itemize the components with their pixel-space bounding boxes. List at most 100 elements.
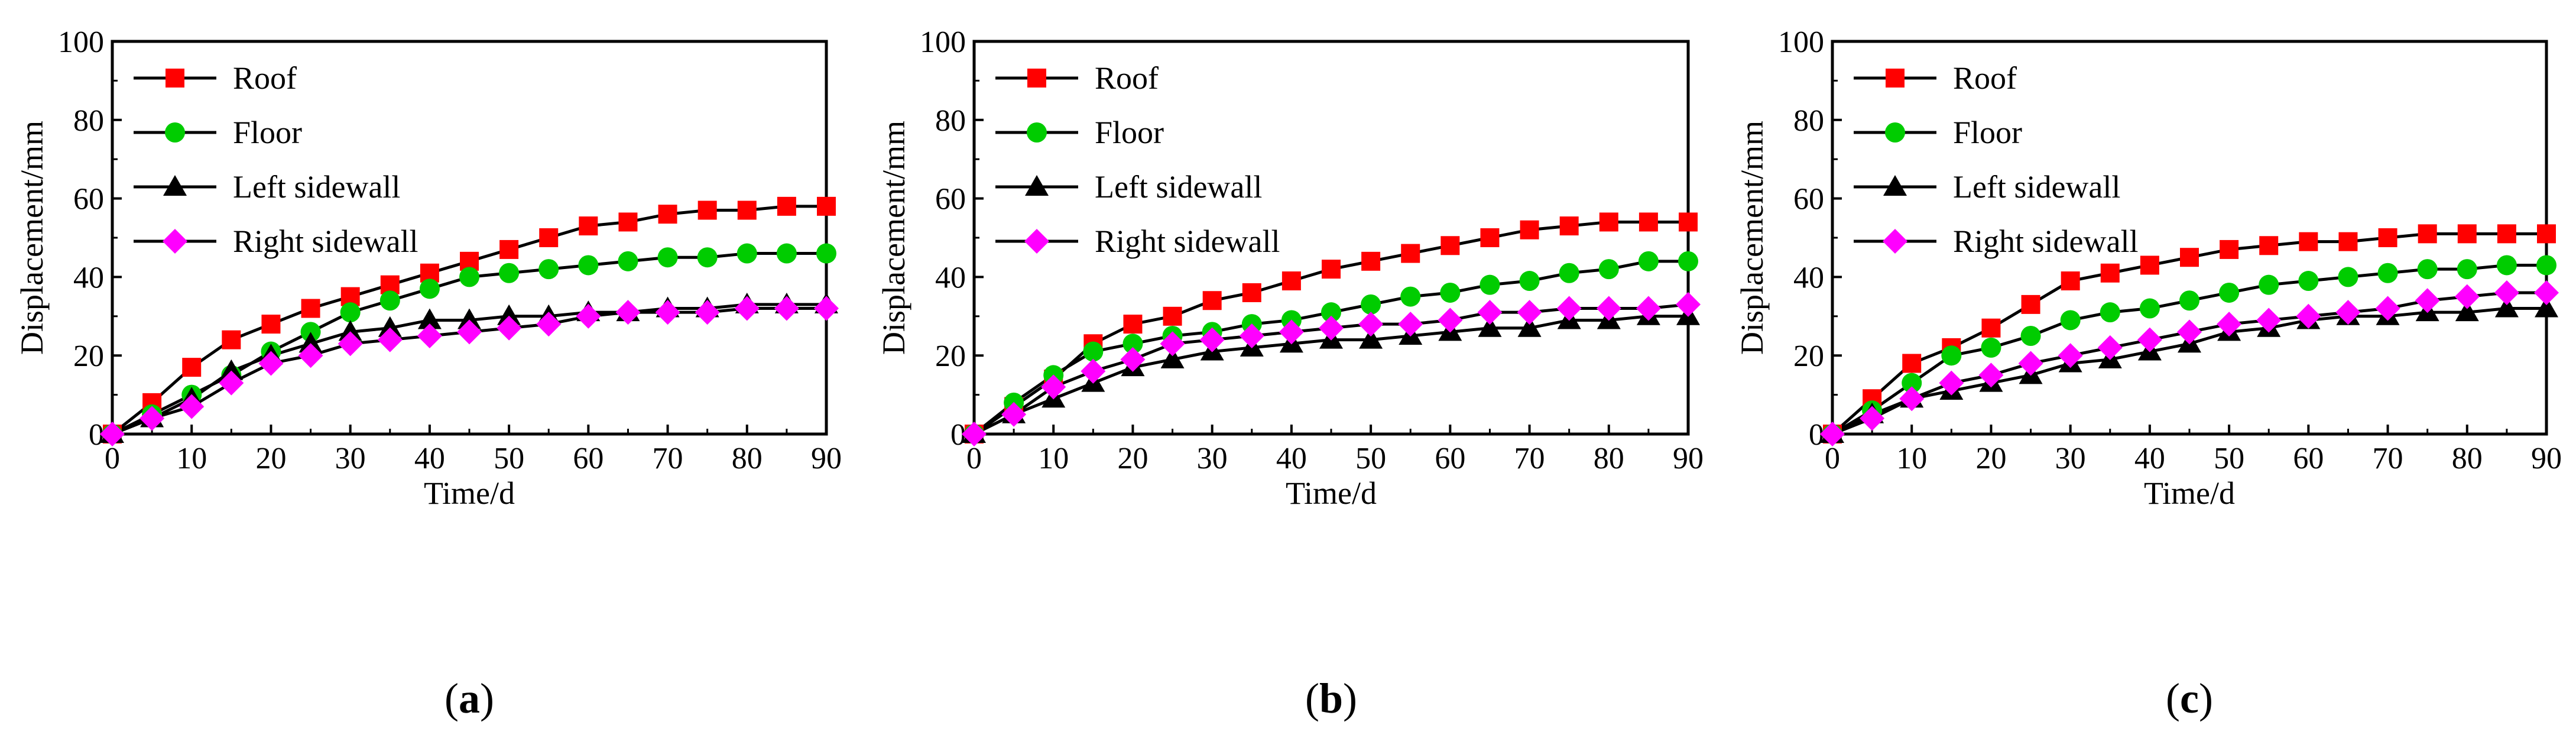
data-point xyxy=(2299,232,2318,251)
data-point xyxy=(499,263,520,283)
data-point xyxy=(1981,318,2001,338)
data-point xyxy=(1359,328,1383,349)
data-point xyxy=(2418,224,2437,244)
data-point xyxy=(1041,374,1066,400)
x-axis-title: Time/d xyxy=(424,475,515,511)
data-point xyxy=(816,243,836,264)
data-point xyxy=(497,304,521,325)
data-point xyxy=(1519,271,1540,292)
data-point xyxy=(417,308,442,329)
x-tick-label: 30 xyxy=(2055,442,2086,475)
legend-marker xyxy=(1024,229,1049,254)
data-point xyxy=(1199,327,1225,352)
data-point xyxy=(499,239,519,259)
legend: Roof Floor Left sidewall Right sidewall xyxy=(995,60,1280,259)
data-point xyxy=(222,330,241,349)
data-point xyxy=(2454,284,2480,309)
y-tick-label: 20 xyxy=(935,339,966,373)
x-tick-label: 10 xyxy=(176,442,207,475)
legend-marker xyxy=(166,69,184,88)
x-tick-label: 0 xyxy=(966,442,982,475)
data-point xyxy=(2137,327,2162,352)
data-point xyxy=(2139,298,2160,319)
legend-label: Roof xyxy=(1953,60,2017,96)
legend-marker xyxy=(163,229,187,254)
data-point xyxy=(301,299,320,318)
data-point xyxy=(1401,244,1420,263)
x-tick-label: 60 xyxy=(573,442,604,475)
x-tick-label: 30 xyxy=(1197,442,1228,475)
data-point xyxy=(1001,402,1027,427)
x-tick-label: 30 xyxy=(335,442,366,475)
y-tick-label: 80 xyxy=(935,104,966,138)
data-point xyxy=(100,422,125,446)
data-point xyxy=(814,296,839,321)
data-point xyxy=(1123,315,1143,334)
x-tick-label: 90 xyxy=(1673,442,1704,475)
data-point xyxy=(536,312,562,337)
data-point xyxy=(1556,296,1582,321)
y-tick-label: 40 xyxy=(935,261,966,294)
legend-label: Floor xyxy=(1953,115,2022,150)
data-point xyxy=(1400,286,1421,307)
data-point xyxy=(1978,362,2004,388)
x-tick-label: 40 xyxy=(2134,442,2165,475)
data-point xyxy=(1319,315,1344,341)
data-point xyxy=(2496,255,2517,276)
x-tick-label: 70 xyxy=(1514,442,1545,475)
data-point xyxy=(1899,386,1925,412)
data-point xyxy=(2219,282,2240,303)
data-point xyxy=(2535,296,2558,318)
data-point xyxy=(1676,292,1701,317)
data-point xyxy=(2140,255,2159,275)
data-point xyxy=(459,267,479,287)
data-point xyxy=(1939,370,1964,396)
data-point xyxy=(457,319,482,345)
data-point xyxy=(2298,271,2319,292)
data-point xyxy=(458,308,481,329)
legend-label: Floor xyxy=(233,115,302,150)
data-point xyxy=(2455,300,2479,322)
y-axis-title: Displacement/mm xyxy=(14,121,50,355)
x-tick-label: 70 xyxy=(653,442,683,475)
data-point xyxy=(734,296,760,321)
data-point xyxy=(2335,300,2361,325)
data-point xyxy=(615,300,641,325)
data-point xyxy=(1638,251,1659,271)
data-point xyxy=(2060,310,2081,331)
data-point xyxy=(1438,308,1463,333)
data-point xyxy=(817,196,836,216)
data-point xyxy=(219,370,244,396)
data-point xyxy=(655,300,680,325)
x-axis-title: Time/d xyxy=(2144,475,2235,511)
data-point xyxy=(1679,212,1698,232)
legend-marker xyxy=(1025,175,1049,196)
data-point xyxy=(1860,406,1885,431)
y-tick-label: 60 xyxy=(935,183,966,216)
data-point xyxy=(2180,248,2199,267)
data-point xyxy=(338,331,363,357)
chart-panel-c: 0 10 20 30 40 50 60 70 80 90020406080100Time/dDis… xyxy=(1734,25,2562,722)
data-point xyxy=(1081,358,1106,384)
data-point xyxy=(1321,302,1341,323)
data-point xyxy=(697,200,717,220)
data-point xyxy=(1477,300,1503,325)
legend-label: Left sidewall xyxy=(1095,169,1262,205)
data-point xyxy=(1242,283,1261,302)
data-point xyxy=(1122,334,1143,354)
legend-marker xyxy=(1883,175,1907,196)
chart-panel-a: 0 10 20 30 40 50 60 70 80 90020406080100Time/dDis… xyxy=(14,25,842,722)
x-tick-label: 10 xyxy=(1038,442,1069,475)
legend-marker xyxy=(1027,122,1047,143)
data-point xyxy=(658,205,677,224)
y-tick-label: 60 xyxy=(73,183,104,216)
data-point xyxy=(179,394,205,419)
data-point xyxy=(1478,316,1502,337)
data-point xyxy=(2338,267,2358,287)
data-point xyxy=(2417,259,2438,280)
data-point xyxy=(2061,271,2080,291)
data-point xyxy=(1480,228,1500,247)
data-point xyxy=(340,302,361,323)
data-point xyxy=(379,290,400,311)
